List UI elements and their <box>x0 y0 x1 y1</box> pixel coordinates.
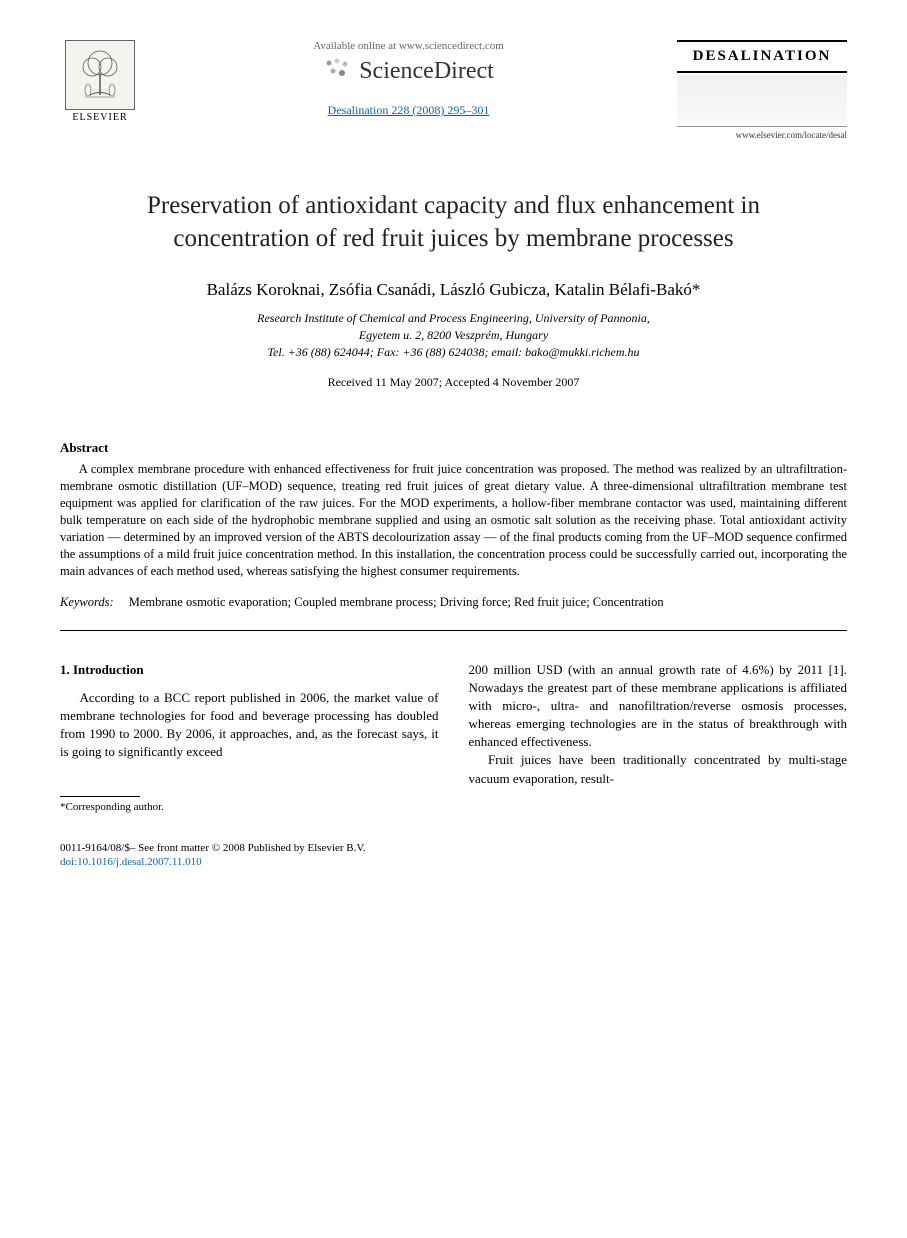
affiliation: Research Institute of Chemical and Proce… <box>60 310 847 360</box>
left-column: 1. Introduction According to a BCC repor… <box>60 661 439 816</box>
footnote-separator <box>60 796 140 797</box>
page-header: ELSEVIER Available online at www.science… <box>60 40 847 140</box>
keywords: Keywords: Membrane osmotic evaporation; … <box>60 595 847 610</box>
sciencedirect-logo: ScienceDirect <box>160 57 657 86</box>
article-title: Preservation of antioxidant capacity and… <box>80 190 827 255</box>
abstract-text: A complex membrane procedure with enhanc… <box>60 461 847 579</box>
body-paragraph: Fruit juices have been traditionally con… <box>469 751 848 787</box>
keywords-label: Keywords: <box>60 595 114 610</box>
right-column: 200 million USD (with an annual growth r… <box>469 661 848 816</box>
affiliation-line: Research Institute of Chemical and Proce… <box>60 310 847 327</box>
page-footer: 0011-9164/08/$– See front matter © 2008 … <box>60 841 847 870</box>
available-online-text: Available online at www.sciencedirect.co… <box>160 40 657 52</box>
abstract-section: Abstract A complex membrane procedure wi… <box>60 440 847 579</box>
journal-url: www.elsevier.com/locate/desal <box>677 130 847 140</box>
center-header: Available online at www.sciencedirect.co… <box>140 40 677 119</box>
authors: Balázs Koroknai, Zsófia Csanádi, László … <box>60 280 847 300</box>
elsevier-label: ELSEVIER <box>72 112 127 123</box>
journal-cover-image <box>677 75 847 127</box>
citation-link[interactable]: Desalination 228 (2008) 295–301 <box>328 103 490 117</box>
sciencedirect-text: ScienceDirect <box>359 58 494 85</box>
elsevier-logo: ELSEVIER <box>60 40 140 130</box>
article-dates: Received 11 May 2007; Accepted 4 Novembe… <box>60 375 847 390</box>
copyright-text: 0011-9164/08/$– See front matter © 2008 … <box>60 841 847 855</box>
corresponding-author-footnote: *Corresponding author. <box>60 800 439 815</box>
affiliation-line: Egyetem u. 2, 8200 Veszprém, Hungary <box>60 327 847 344</box>
keywords-text: Membrane osmotic evaporation; Coupled me… <box>129 595 664 610</box>
separator-line <box>60 630 847 631</box>
journal-box: DESALINATION www.elsevier.com/locate/des… <box>677 40 847 140</box>
section-heading: 1. Introduction <box>60 661 439 679</box>
abstract-heading: Abstract <box>60 440 847 456</box>
body-columns: 1. Introduction According to a BCC repor… <box>60 661 847 816</box>
affiliation-line: Tel. +36 (88) 624044; Fax: +36 (88) 6240… <box>60 344 847 361</box>
doi-link[interactable]: doi:10.1016/j.desal.2007.11.010 <box>60 855 847 869</box>
sciencedirect-dots-icon <box>323 57 351 86</box>
journal-title: DESALINATION <box>677 40 847 73</box>
elsevier-tree-icon <box>65 40 135 110</box>
body-paragraph: 200 million USD (with an annual growth r… <box>469 661 848 752</box>
body-paragraph: According to a BCC report published in 2… <box>60 689 439 762</box>
